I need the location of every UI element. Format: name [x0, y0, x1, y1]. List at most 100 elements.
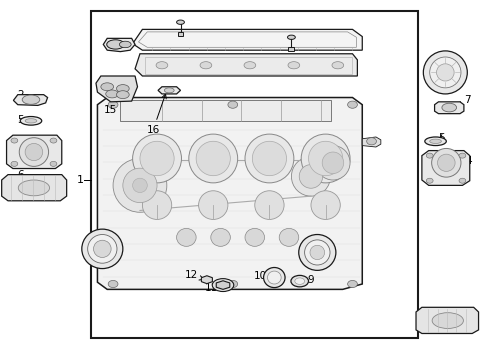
Ellipse shape — [212, 279, 234, 292]
Ellipse shape — [82, 229, 123, 269]
Ellipse shape — [88, 234, 117, 263]
Polygon shape — [158, 87, 180, 94]
Text: 1: 1 — [76, 175, 83, 185]
Ellipse shape — [279, 228, 299, 246]
Text: 14: 14 — [94, 243, 107, 253]
Text: 2: 2 — [17, 90, 30, 100]
Ellipse shape — [107, 40, 124, 49]
Ellipse shape — [108, 101, 118, 108]
Text: 13: 13 — [318, 239, 332, 252]
Text: 16: 16 — [147, 94, 166, 135]
Polygon shape — [13, 95, 48, 105]
Polygon shape — [1, 175, 67, 201]
Ellipse shape — [120, 41, 131, 48]
Polygon shape — [135, 54, 357, 76]
Ellipse shape — [430, 57, 461, 88]
Ellipse shape — [50, 138, 57, 143]
Bar — [91, 12, 418, 338]
Polygon shape — [216, 281, 230, 289]
Ellipse shape — [228, 280, 238, 288]
Ellipse shape — [117, 91, 129, 99]
Ellipse shape — [426, 178, 433, 183]
Ellipse shape — [25, 119, 37, 123]
Ellipse shape — [198, 191, 228, 220]
Polygon shape — [422, 150, 470, 185]
Text: 9: 9 — [302, 275, 314, 285]
Ellipse shape — [332, 62, 343, 69]
Ellipse shape — [164, 88, 174, 93]
Polygon shape — [133, 30, 362, 50]
Ellipse shape — [22, 95, 40, 104]
Ellipse shape — [101, 83, 114, 91]
Ellipse shape — [432, 313, 464, 328]
Ellipse shape — [18, 180, 49, 196]
Ellipse shape — [299, 165, 323, 188]
Ellipse shape — [245, 134, 294, 183]
Ellipse shape — [268, 271, 281, 284]
Polygon shape — [362, 137, 381, 147]
Ellipse shape — [367, 138, 376, 145]
Ellipse shape — [189, 134, 238, 183]
Ellipse shape — [123, 168, 157, 203]
Ellipse shape — [20, 117, 42, 125]
Ellipse shape — [459, 153, 466, 158]
Text: 7: 7 — [458, 95, 470, 106]
Ellipse shape — [117, 85, 129, 93]
Polygon shape — [103, 39, 135, 51]
Ellipse shape — [423, 51, 467, 94]
Ellipse shape — [140, 141, 174, 176]
Ellipse shape — [133, 178, 147, 193]
Text: 5: 5 — [17, 115, 29, 125]
Ellipse shape — [228, 101, 238, 108]
Ellipse shape — [106, 90, 119, 98]
Ellipse shape — [288, 62, 300, 69]
Text: 4: 4 — [460, 156, 472, 167]
Ellipse shape — [196, 141, 230, 176]
Polygon shape — [6, 135, 62, 168]
Ellipse shape — [94, 240, 111, 257]
Text: 6: 6 — [432, 316, 445, 325]
Ellipse shape — [108, 280, 118, 288]
Ellipse shape — [301, 134, 350, 183]
Ellipse shape — [295, 278, 305, 284]
Ellipse shape — [11, 138, 18, 143]
Ellipse shape — [310, 245, 325, 260]
Text: 10: 10 — [254, 271, 273, 281]
Polygon shape — [96, 76, 138, 102]
Ellipse shape — [425, 137, 446, 145]
Ellipse shape — [288, 35, 295, 40]
Ellipse shape — [156, 62, 168, 69]
Ellipse shape — [264, 267, 285, 288]
Text: 5: 5 — [438, 133, 445, 143]
Ellipse shape — [200, 62, 212, 69]
Ellipse shape — [252, 141, 287, 176]
Ellipse shape — [437, 64, 454, 81]
Ellipse shape — [255, 191, 284, 220]
Polygon shape — [416, 307, 479, 333]
Ellipse shape — [322, 152, 343, 174]
Text: 12: 12 — [185, 270, 204, 280]
Ellipse shape — [426, 153, 433, 158]
Ellipse shape — [143, 191, 172, 220]
Ellipse shape — [211, 228, 230, 246]
Ellipse shape — [176, 228, 196, 246]
Ellipse shape — [244, 62, 256, 69]
Ellipse shape — [176, 20, 184, 24]
Ellipse shape — [305, 240, 330, 265]
Ellipse shape — [459, 178, 466, 183]
Polygon shape — [98, 98, 362, 289]
Ellipse shape — [25, 143, 43, 161]
Ellipse shape — [430, 139, 441, 143]
Text: 6: 6 — [17, 170, 26, 185]
Bar — [289, 46, 294, 51]
Ellipse shape — [291, 275, 309, 287]
Ellipse shape — [347, 280, 357, 288]
Ellipse shape — [316, 145, 350, 180]
Ellipse shape — [133, 134, 181, 183]
Ellipse shape — [438, 154, 455, 171]
Bar — [177, 32, 183, 36]
Ellipse shape — [19, 138, 49, 166]
Ellipse shape — [347, 101, 357, 108]
Ellipse shape — [299, 234, 336, 270]
Bar — [121, 100, 331, 121]
